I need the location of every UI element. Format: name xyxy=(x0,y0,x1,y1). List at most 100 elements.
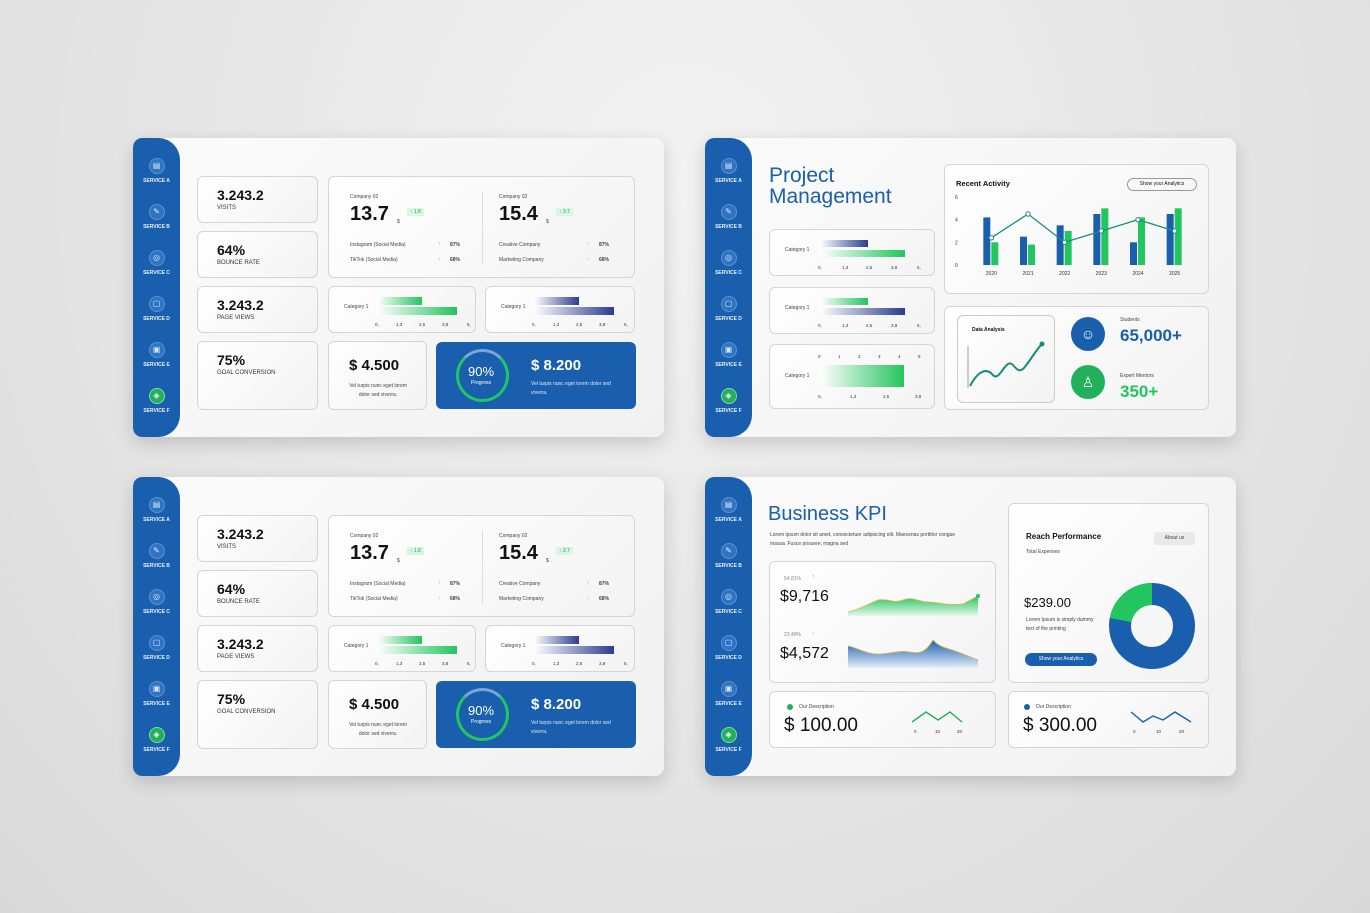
slide-business-kpi[interactable]: ▤ SERVICE A ✎ SERVICE B ◎ SERVICE C ▢ SERVIC… xyxy=(705,477,1236,776)
briefcase-icon: ▣ xyxy=(148,342,165,358)
y-tick-label: 6 xyxy=(955,195,958,201)
change-badge: ↑ 1.8 xyxy=(407,208,424,216)
sidebar-item-service-e[interactable]: ▣ SERVICE E xyxy=(133,681,180,707)
bar xyxy=(1064,231,1072,265)
sidebar-item-service-d[interactable]: ▢ SERVICE D xyxy=(705,296,752,322)
target-icon: ◎ xyxy=(720,589,737,605)
legend-dot xyxy=(787,704,793,710)
mini-bar-chart-blue: Category 1 0, 1,3 2,5 3,8 5, xyxy=(485,286,635,333)
sidebar-item-service-e[interactable]: ▣ SERVICE E xyxy=(705,681,752,707)
brush-icon: ✎ xyxy=(720,543,737,559)
pm-bar-chart-1: Category 1 0, 1,3 2,5 3,8 5, xyxy=(769,229,935,276)
page-title: Business KPI xyxy=(768,503,887,525)
description-card-1: Our Description $ 100.00 0 10 20 xyxy=(769,691,996,748)
sidebar-item-service-b[interactable]: ✎ SERVICE B xyxy=(705,204,752,230)
brush-icon: ✎ xyxy=(720,204,737,220)
progress-card: 90% Progress $ 8.200 Vel turpis nunc ege… xyxy=(436,681,636,748)
sidebar-item-service-f[interactable]: ◈ SERVICE F xyxy=(705,727,752,753)
data-analysis-card: Data Analysis xyxy=(957,315,1055,403)
y-tick-label: 2 xyxy=(955,240,958,246)
sidebar-item-service-c[interactable]: ◎ SERVICE C xyxy=(705,250,752,276)
about-us-button[interactable]: About us xyxy=(1154,532,1195,545)
divider xyxy=(482,191,483,265)
sidebar-item-service-c[interactable]: ◎ SERVICE C xyxy=(133,250,180,276)
trend-line xyxy=(990,213,1175,244)
x-tick-label: 2023 xyxy=(1096,271,1107,277)
change-badge: ↑ 3.7 xyxy=(556,208,573,216)
slide-dashboard-bottom[interactable]: ▤ SERVICE A ✎ SERVICE B ◎ SERVICE C ▢ SERVIC… xyxy=(133,477,664,776)
y-tick-label: 0 xyxy=(955,263,958,269)
stats-card: Data Analysis ☺ Students 65,000+ ♙ Exper… xyxy=(944,306,1209,410)
bar xyxy=(377,307,457,315)
kpi-trends-card: 54,81% ↑ $9,716 23,49% ↓ $4,572 xyxy=(769,561,996,683)
arrow-up-icon: ↑ xyxy=(587,241,590,247)
bar xyxy=(534,297,579,305)
arrow-up-icon: ↑ xyxy=(438,580,441,586)
slide-project-management[interactable]: ▤ SERVICE A ✎ SERVICE B ◎ SERVICE C ▢ SERVIC… xyxy=(705,138,1236,437)
stat-card-bounce: 64% BOUNCE RATE xyxy=(197,231,318,278)
stat-card-visits: 3.243.2 VISITS xyxy=(197,515,318,562)
bar xyxy=(1056,225,1064,265)
sidebar: ▤ SERVICE A ✎ SERVICE B ◎ SERVICE C ▢ SERVIC… xyxy=(705,477,752,776)
trend-point xyxy=(1025,211,1031,217)
sidebar-item-service-d[interactable]: ▢ SERVICE D xyxy=(133,296,180,322)
stat-card-bounce: 64% BOUNCE RATE xyxy=(197,570,318,617)
sidebar-item-service-e[interactable]: ▣ SERVICE E xyxy=(133,342,180,368)
sidebar-item-service-f[interactable]: ◈ SERVICE F xyxy=(133,727,180,753)
lock-icon: ◈ xyxy=(148,727,165,743)
bar xyxy=(1101,208,1109,265)
document-icon: ▤ xyxy=(148,497,165,513)
legend-dot xyxy=(1024,704,1030,710)
sidebar-item-service-d[interactable]: ▢ SERVICE D xyxy=(705,635,752,661)
arrow-down-icon: ↓ xyxy=(438,256,441,262)
target-icon: ◎ xyxy=(148,250,165,266)
arrow-down-icon: ↓ xyxy=(587,595,590,601)
data-analysis-sparkline xyxy=(967,341,1045,388)
sidebar-item-service-c[interactable]: ◎ SERVICE C xyxy=(133,589,180,615)
bar xyxy=(820,298,868,305)
sidebar-item-service-e[interactable]: ▣ SERVICE E xyxy=(705,342,752,368)
trend-point xyxy=(988,235,995,241)
bar xyxy=(1020,236,1027,265)
bar xyxy=(1138,217,1145,265)
mini-bar-chart-green: Category 1 0, 1,3 2,5 3,8 5, xyxy=(328,286,476,333)
sidebar-item-service-f[interactable]: ◈ SERVICE F xyxy=(133,388,180,414)
progress-card: 90% Progress $ 8.200 Vel turpis nunc ege… xyxy=(436,342,636,409)
lock-icon: ◈ xyxy=(720,727,737,743)
x-tick-label: 2020 xyxy=(986,271,997,277)
monitor-icon: ▢ xyxy=(148,296,165,312)
show-analytics-button[interactable]: Show your Analytics xyxy=(1025,653,1097,666)
arrow-down-icon: ↓ xyxy=(587,256,590,262)
mentor-icon: ♙ xyxy=(1071,365,1105,399)
target-icon: ◎ xyxy=(148,589,165,605)
arrow-up-icon: ↑ xyxy=(812,574,815,580)
bar xyxy=(1093,214,1101,265)
monitor-icon: ▢ xyxy=(148,635,165,651)
sidebar-item-service-a[interactable]: ▤ SERVICE A xyxy=(133,158,180,184)
sidebar-item-service-a[interactable]: ▤ SERVICE A xyxy=(705,158,752,184)
show-analytics-button[interactable]: Show your Analytics xyxy=(1127,178,1197,191)
sidebar-item-service-d[interactable]: ▢ SERVICE D xyxy=(133,635,180,661)
recent-activity-chart: 0 2 4 6 2020 2021 2022 2023 2024 2025 xyxy=(955,195,1182,277)
donut-slice-green xyxy=(1109,583,1153,623)
money-card-left: $ 4.500 Vel turpis nunc eget lorem dolor… xyxy=(328,680,427,749)
sidebar-item-service-a[interactable]: ▤ SERVICE A xyxy=(705,497,752,523)
trend-point xyxy=(1135,216,1141,223)
progress-ring xyxy=(456,349,509,402)
sidebar-item-service-f[interactable]: ◈ SERVICE F xyxy=(705,388,752,414)
document-icon: ▤ xyxy=(148,158,165,174)
sidebar-item-service-b[interactable]: ✎ SERVICE B xyxy=(133,543,180,569)
stat-card-pageviews: 3.243.2 PAGE VIEWS xyxy=(197,286,318,333)
sidebar-item-service-b[interactable]: ✎ SERVICE B xyxy=(133,204,180,230)
sidebar-item-service-b[interactable]: ✎ SERVICE B xyxy=(705,543,752,569)
slide-dashboard-top[interactable]: ▤ SERVICE A ✎ SERVICE B ◎ SERVICE C ▢ SERVIC… xyxy=(133,138,664,437)
sidebar-item-service-a[interactable]: ▤ SERVICE A xyxy=(133,497,180,523)
bar xyxy=(983,217,991,265)
sparkline-green xyxy=(911,711,963,723)
bar xyxy=(377,297,422,305)
money-card-left: $ 4.500 Vel turpis nunc eget lorem dolor… xyxy=(328,341,427,410)
briefcase-icon: ▣ xyxy=(148,681,165,697)
y-tick-label: 4 xyxy=(955,218,958,224)
sidebar-item-service-c[interactable]: ◎ SERVICE C xyxy=(705,589,752,615)
arrow-down-icon: ↓ xyxy=(438,595,441,601)
